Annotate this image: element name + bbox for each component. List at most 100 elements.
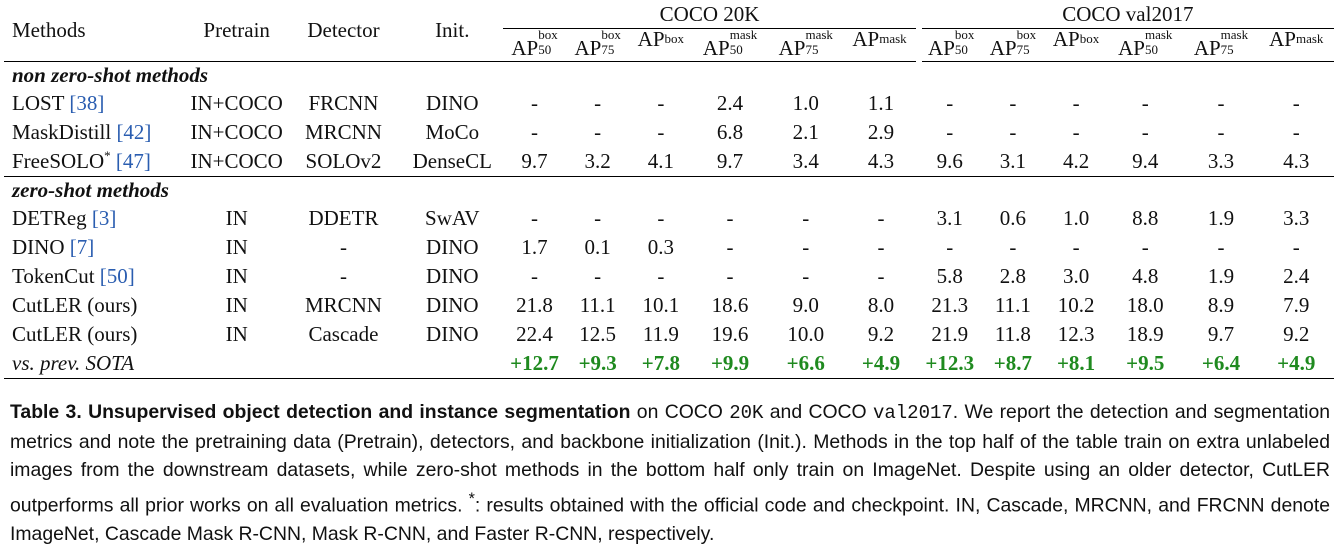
value-cell: 8.9	[1207, 293, 1235, 317]
value-cell: 9.7	[1207, 322, 1235, 346]
init-cell: DINO	[426, 293, 479, 317]
value-cell: 0.3	[647, 235, 674, 259]
metric-sup: box	[601, 27, 621, 42]
citation-link[interactable]: [42]	[116, 120, 152, 144]
value-cell: -	[877, 235, 885, 259]
value-cell: -	[594, 91, 602, 115]
value-cell: -	[594, 206, 602, 230]
metric-sub: 50	[954, 42, 968, 57]
value-cell: 21.3	[931, 293, 969, 317]
value-cell: 18.6	[711, 293, 749, 317]
citation-link[interactable]: [50]	[99, 264, 135, 288]
value-cell: -	[531, 206, 538, 230]
sota-gain-cell: +8.1	[1044, 349, 1108, 379]
caption-text-2: and COCO	[763, 401, 873, 423]
method-cell: DINO [7]	[4, 233, 188, 262]
value-cell: -	[531, 120, 538, 144]
sota-gain-cell: +6.4	[1183, 349, 1259, 379]
value-cell: 11.1	[579, 293, 616, 317]
detector-cell: MRCNN	[304, 120, 382, 144]
empty-cell	[285, 349, 402, 379]
metric-header: AP box 50	[915, 28, 981, 62]
citation-link[interactable]: [7]	[69, 235, 95, 259]
results-table-container: Methods Pretrain Detector Init. COCO 20K…	[4, 0, 1334, 379]
value-cell: 3.4	[792, 149, 819, 173]
caption-code-val2017: val2017	[872, 402, 953, 424]
method-name: DETReg	[12, 206, 92, 230]
value-cell: 6.8	[716, 120, 744, 144]
citation-link[interactable]: [3]	[91, 206, 117, 230]
value-cell: -	[1072, 235, 1080, 259]
header-pretrain: Pretrain	[187, 0, 286, 62]
pretrain-cell: IN	[225, 293, 248, 317]
value-cell: 1.1	[867, 91, 895, 115]
value-cell: 4.8	[1132, 264, 1159, 288]
value-cell: 4.2	[1062, 149, 1090, 173]
metric-sub: 75	[1220, 42, 1234, 57]
sota-label: vs. prev. SOTA	[4, 349, 188, 379]
table-row: MaskDistill [42] IN+COCO MRCNN MoCo - - -6.8 2.…	[4, 118, 1334, 147]
citation-link[interactable]: [38]	[69, 91, 105, 115]
method-cell: CutLER (ours)	[4, 291, 188, 320]
value-cell: 0.1	[584, 235, 611, 259]
metric-sub	[1080, 47, 1100, 60]
sota-gain-cell: +4.9	[1258, 349, 1334, 379]
detector-cell: Cascade	[308, 322, 379, 346]
value-cell: -	[726, 264, 734, 288]
citation-link[interactable]: [47]	[115, 149, 151, 173]
value-cell: 9.2	[1283, 322, 1310, 346]
value-cell: -	[1009, 120, 1017, 144]
sota-gain-cell: +9.3	[565, 349, 630, 379]
value-cell: 1.9	[1207, 206, 1235, 230]
sota-gain-cell: +9.5	[1107, 349, 1184, 379]
value-cell: 2.4	[1283, 264, 1310, 288]
metric-sub: 50	[729, 42, 743, 57]
value-cell: 3.3	[1207, 149, 1235, 173]
value-cell: 11.1	[994, 293, 1031, 317]
method-name: TokenCut	[12, 264, 100, 288]
value-cell: -	[1072, 91, 1080, 115]
header-row-metrics: AP box 50 AP box 75 AP box AP mask 50 AP mask 75 AP mas…	[4, 27, 1334, 62]
value-cell: -	[531, 91, 538, 115]
metric-sub: 50	[538, 42, 552, 57]
metric-header: AP mask 50	[691, 28, 769, 62]
sota-gain-cell: +6.6	[768, 349, 844, 379]
value-cell: 18.0	[1126, 293, 1164, 317]
value-cell: 1.0	[1062, 206, 1090, 230]
value-cell: -	[1292, 91, 1300, 115]
method-name: CutLER (ours)	[12, 322, 138, 346]
table-row: LOST [38] IN+COCO FRCNN DINO - - -2.4 1.0 1.1- - -…	[4, 89, 1334, 118]
value-cell: 3.1	[999, 149, 1027, 173]
header-row-groups: Methods Pretrain Detector Init. COCO 20K…	[4, 0, 1334, 62]
metric-header: AP box 75	[565, 27, 630, 62]
metric-sup: box	[1079, 31, 1100, 46]
value-cell: -	[1141, 91, 1149, 115]
value-cell: 9.7	[716, 149, 744, 173]
value-cell: 9.2	[867, 322, 895, 346]
metric-sub	[1296, 47, 1323, 60]
metric-base: AP	[1269, 27, 1296, 51]
sota-gain-cell: +4.9	[843, 349, 919, 379]
sota-gain-cell: +12.7	[503, 349, 566, 379]
value-cell: 1.0	[792, 91, 819, 115]
header-group-coco20k: COCO 20K	[503, 0, 919, 29]
value-cell: 18.9	[1126, 322, 1164, 346]
method-name: DINO	[12, 235, 70, 259]
value-cell: -	[802, 206, 810, 230]
value-cell: 3.2	[584, 149, 611, 173]
value-cell: 11.9	[642, 322, 679, 346]
value-cell: -	[657, 120, 665, 144]
metric-header: AP mask 75	[1183, 27, 1259, 62]
value-cell: -	[877, 264, 885, 288]
metric-base: AP	[778, 36, 806, 60]
value-cell: -	[594, 120, 602, 144]
caption-text-1: on COCO	[630, 401, 730, 423]
metric-base: AP	[1052, 27, 1080, 51]
value-cell: 8.0	[867, 293, 895, 317]
caption-star: *	[468, 489, 475, 508]
metric-sup: mask	[1220, 27, 1249, 42]
detector-cell: -	[339, 235, 347, 259]
section-title: zero-shot methods	[4, 176, 1334, 204]
value-cell: -	[802, 235, 810, 259]
value-cell: -	[657, 91, 665, 115]
